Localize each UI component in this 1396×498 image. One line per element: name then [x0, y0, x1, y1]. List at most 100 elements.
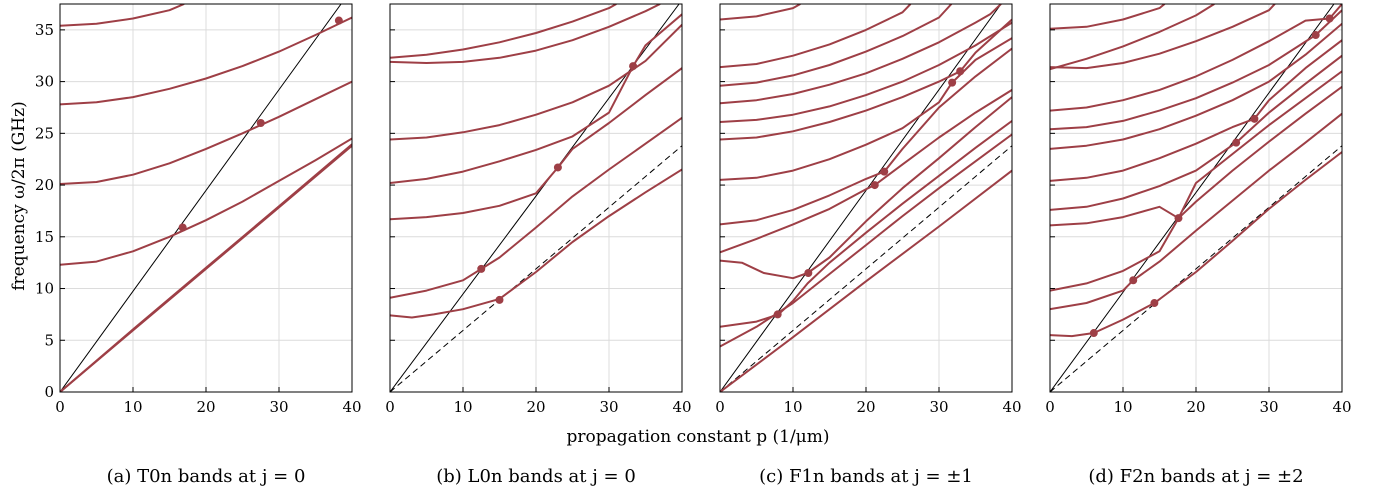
x-tick-label: 30 [1259, 398, 1278, 416]
plot-area [1050, 4, 1342, 392]
band-curve [720, 4, 912, 69]
band-curve [60, 16, 352, 106]
band-curve [390, 13, 682, 184]
crossing-marker [948, 78, 957, 87]
band-curve [1050, 70, 1342, 227]
y-tick-label: 35 [35, 21, 54, 39]
crossing-marker [1232, 138, 1241, 147]
crossing-marker [1325, 14, 1334, 23]
x-tick-label: 0 [385, 398, 395, 416]
crossing-marker [553, 163, 562, 172]
x-tick-label: 30 [929, 398, 948, 416]
y-tick-label: 15 [35, 228, 54, 246]
panel-3: 0 10 20 30 40 (c) F1n bands at j = ±1 [715, 3, 1022, 487]
x-tick-label: 20 [196, 398, 215, 416]
crossing-marker [334, 16, 343, 25]
panel-caption: (c) F1n bands at j = ±1 [759, 466, 973, 487]
dashed-light-line [390, 145, 682, 392]
y-tick-label: 10 [35, 280, 54, 298]
y-tick-label: 25 [35, 124, 54, 142]
band-curve [390, 4, 661, 64]
band-curve [1050, 4, 1215, 71]
panel-caption: (b) L0n bands at j = 0 [436, 466, 636, 487]
x-tick-label: 40 [342, 398, 361, 416]
band-curve [60, 80, 352, 185]
crossing-marker [477, 264, 486, 273]
y-tick-label: 30 [35, 73, 54, 91]
band-curve [60, 143, 352, 392]
panel-caption: (d) F2n bands at j = ±2 [1088, 466, 1303, 487]
band-curve [720, 89, 1012, 254]
solid-light-line [60, 4, 342, 392]
panel-2: 0 10 20 30 40 (b) L0n bands at j = 0 [385, 3, 692, 487]
band-curve [60, 4, 185, 27]
x-tick-label: 40 [1002, 398, 1021, 416]
band-curve [1050, 39, 1342, 182]
band-curve [720, 4, 953, 87]
crossing-marker [773, 310, 782, 319]
crossing-marker [1311, 31, 1320, 40]
band-curve [1050, 4, 1166, 30]
crossing-marker [1129, 276, 1138, 285]
x-tick-label: 0 [1045, 398, 1055, 416]
band-curve [1050, 9, 1342, 131]
plot-area [390, 4, 682, 392]
band-curve [1050, 151, 1342, 338]
solid-light-line [720, 4, 1002, 392]
band-curve [720, 120, 1012, 328]
crossing-marker [1174, 214, 1183, 223]
band-curve [1050, 112, 1342, 311]
crossing-marker [880, 167, 889, 176]
y-tick-label: 0 [44, 383, 54, 401]
dashed-light-line [1050, 145, 1342, 392]
band-curve [720, 18, 1012, 141]
crossing-marker [804, 269, 813, 278]
band-curve [1050, 4, 1276, 70]
x-tick-label: 20 [526, 398, 545, 416]
y-tick-label: 5 [44, 331, 54, 349]
crossing-marker [1250, 114, 1259, 123]
band-curve [720, 47, 1012, 226]
band-curve [720, 4, 1002, 105]
panel-4: 0 10 20 30 40 (d) F2n bands at j = ±2 [1045, 3, 1352, 487]
band-curve [390, 67, 682, 221]
band-curve [390, 116, 682, 299]
x-tick-label: 10 [453, 398, 472, 416]
crossing-marker [256, 118, 265, 127]
plot-area [720, 4, 1012, 392]
band-curve [720, 169, 1012, 392]
x-tick-label: 0 [55, 398, 65, 416]
crossing-marker [870, 181, 879, 190]
band-curve [1050, 54, 1342, 211]
x-tick-label: 10 [1113, 398, 1132, 416]
x-tick-label: 40 [1332, 398, 1351, 416]
x-tick-label: 0 [715, 398, 725, 416]
band-curve [1050, 85, 1342, 292]
band-curve [1050, 4, 1342, 112]
band-curve [60, 137, 352, 266]
band-curve [390, 4, 617, 59]
x-tick-label: 30 [269, 398, 288, 416]
x-tick-label: 10 [783, 398, 802, 416]
x-tick-label: 40 [672, 398, 691, 416]
y-tick-label: 20 [35, 176, 54, 194]
band-curve [720, 4, 801, 21]
x-tick-label: 20 [856, 398, 875, 416]
crossing-marker [495, 295, 504, 304]
x-tick-label: 20 [1186, 398, 1205, 416]
band-curve [1050, 22, 1342, 150]
panel-caption: (a) T0n bands at j = 0 [107, 466, 306, 487]
crossing-marker [1089, 329, 1098, 338]
x-axis-label: propagation constant p (1/μm) [567, 427, 830, 447]
crossing-marker [629, 62, 638, 71]
x-tick-label: 10 [123, 398, 142, 416]
band-curve [720, 21, 1012, 123]
band-curve [720, 96, 1012, 280]
panel-1: 0 10 20 30 40 0 5 10 15 20 25 30 35 (a) T0n bands at … [35, 3, 362, 487]
crossing-marker [178, 223, 187, 232]
band-curve [390, 168, 682, 319]
x-tick-label: 30 [599, 398, 618, 416]
band-curve [720, 133, 1012, 348]
y-axis-label: frequency ω/2π (GHz) [9, 101, 29, 290]
